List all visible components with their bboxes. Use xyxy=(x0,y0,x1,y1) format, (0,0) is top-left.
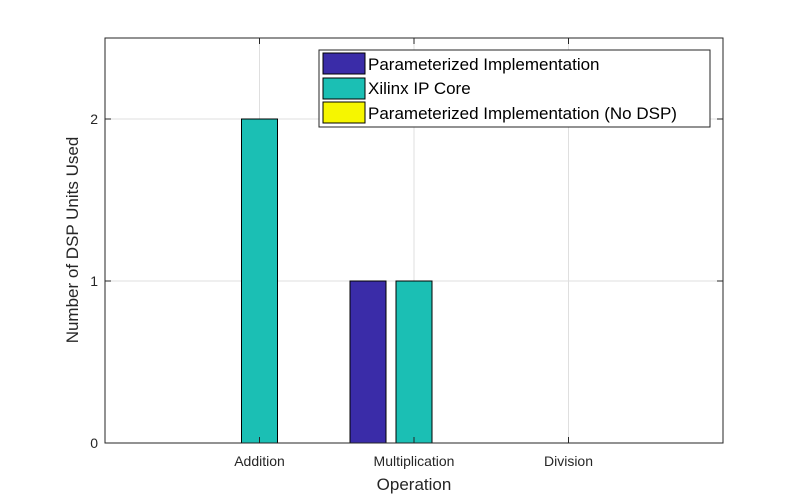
legend-label-no-dsp: Parameterized Implementation (No DSP) xyxy=(368,104,677,123)
bars xyxy=(241,118,433,444)
legend-item-parameterized: Parameterized Implementation xyxy=(322,52,600,75)
x-tick-label: Division xyxy=(544,453,593,469)
bar-xilinx-ip-core-multiplication xyxy=(395,280,433,444)
legend: Parameterized Implementation Xilinx IP C… xyxy=(318,49,711,128)
y-tick-label: 2 xyxy=(90,111,98,127)
legend-item-xilinx: Xilinx IP Core xyxy=(322,77,471,100)
legend-item-no-dsp: Parameterized Implementation (No DSP) xyxy=(322,101,677,124)
legend-label-parameterized: Parameterized Implementation xyxy=(368,55,600,74)
x-tick-label: Addition xyxy=(234,453,285,469)
x-axis-label: Operation xyxy=(377,475,452,494)
x-tick-label: Multiplication xyxy=(374,453,455,469)
y-tick-labels: 0 1 2 xyxy=(90,111,98,451)
legend-swatch-parameterized xyxy=(322,52,366,75)
legend-label-xilinx: Xilinx IP Core xyxy=(368,79,471,98)
ticks xyxy=(105,38,723,444)
y-tick-label: 1 xyxy=(90,273,98,289)
bar-parameterized-implementation-multiplication xyxy=(349,280,387,444)
x-tick-labels: Addition Multiplication Division xyxy=(234,453,593,469)
legend-box xyxy=(318,49,711,128)
y-tick-label: 0 xyxy=(90,435,98,451)
y-axis-label: Number of DSP Units Used xyxy=(63,137,82,344)
bar-xilinx-ip-core-addition xyxy=(241,118,278,444)
legend-swatch-no-dsp xyxy=(322,101,366,124)
legend-swatch-xilinx xyxy=(322,77,366,100)
